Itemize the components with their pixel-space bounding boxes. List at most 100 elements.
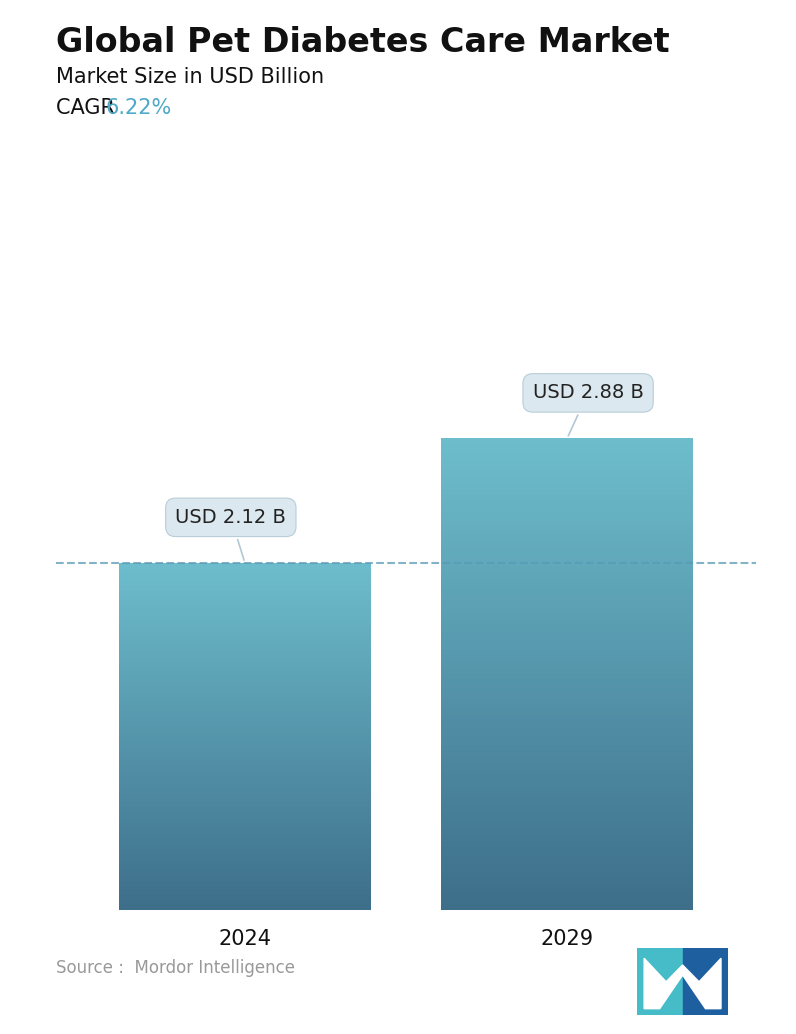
Bar — [119, 710, 371, 712]
Bar — [441, 479, 693, 481]
Bar — [119, 705, 371, 706]
Bar — [119, 735, 371, 736]
Bar — [119, 584, 371, 586]
Bar — [441, 550, 693, 551]
Bar — [441, 484, 693, 486]
Bar — [119, 671, 371, 673]
Bar — [119, 865, 371, 868]
Bar — [119, 795, 371, 796]
Bar — [119, 724, 371, 725]
Bar — [441, 451, 693, 453]
Bar — [441, 799, 693, 801]
Bar — [119, 900, 371, 901]
Polygon shape — [637, 948, 683, 1015]
Bar — [119, 662, 371, 664]
Bar — [119, 733, 371, 734]
Bar — [119, 617, 371, 618]
Bar — [119, 600, 371, 601]
Bar — [119, 606, 371, 607]
Bar — [441, 781, 693, 783]
Bar — [119, 879, 371, 880]
Bar — [441, 880, 693, 882]
Bar — [119, 651, 371, 653]
Bar — [119, 725, 371, 726]
Bar — [441, 611, 693, 613]
Bar — [119, 688, 371, 689]
Bar — [119, 763, 371, 764]
Bar — [441, 859, 693, 861]
Bar — [441, 472, 693, 473]
Bar — [441, 874, 693, 876]
Bar — [119, 891, 371, 892]
Bar — [441, 883, 693, 885]
Bar — [441, 877, 693, 879]
Bar — [441, 493, 693, 495]
Bar — [441, 801, 693, 803]
Bar — [441, 740, 693, 741]
Bar — [119, 675, 371, 676]
Bar — [119, 646, 371, 647]
Bar — [441, 559, 693, 561]
Bar — [119, 857, 371, 859]
Bar — [441, 894, 693, 895]
Bar — [119, 729, 371, 731]
Bar — [441, 707, 693, 708]
Bar — [441, 653, 693, 656]
Bar — [441, 473, 693, 475]
Bar — [119, 577, 371, 578]
Bar — [441, 564, 693, 566]
Bar — [119, 630, 371, 631]
Bar — [441, 777, 693, 778]
Bar — [441, 816, 693, 817]
Bar — [119, 796, 371, 797]
Bar — [119, 599, 371, 600]
Bar — [119, 761, 371, 762]
Bar — [441, 488, 693, 490]
Bar — [441, 674, 693, 676]
Bar — [119, 863, 371, 864]
Bar — [119, 661, 371, 663]
Bar — [119, 736, 371, 737]
Bar — [441, 542, 693, 544]
Bar — [441, 886, 693, 888]
Bar — [119, 738, 371, 740]
Bar — [441, 832, 693, 834]
Bar — [119, 633, 371, 635]
Bar — [441, 526, 693, 528]
Bar — [119, 587, 371, 588]
Bar — [441, 846, 693, 847]
Bar — [441, 784, 693, 786]
Bar — [441, 862, 693, 864]
Bar — [119, 609, 371, 610]
Bar — [119, 691, 371, 693]
Bar — [441, 898, 693, 899]
Bar — [441, 708, 693, 710]
Bar — [119, 772, 371, 773]
Bar — [119, 624, 371, 626]
Bar — [119, 635, 371, 636]
Bar — [441, 808, 693, 810]
Bar — [441, 744, 693, 747]
Bar — [119, 788, 371, 790]
Bar — [441, 475, 693, 476]
Bar — [441, 789, 693, 790]
Bar — [119, 777, 371, 778]
Bar — [441, 757, 693, 759]
Bar — [441, 735, 693, 737]
Bar — [119, 578, 371, 579]
Bar — [119, 757, 371, 758]
Bar — [119, 875, 371, 877]
Bar — [441, 544, 693, 545]
Bar — [119, 627, 371, 628]
Bar — [441, 668, 693, 669]
Bar — [119, 861, 371, 862]
Bar — [441, 492, 693, 493]
Bar — [119, 601, 371, 602]
Bar — [119, 740, 371, 742]
Bar — [441, 512, 693, 514]
Bar — [441, 577, 693, 578]
Bar — [119, 827, 371, 829]
Bar — [441, 605, 693, 607]
Bar — [441, 810, 693, 811]
Bar — [119, 864, 371, 865]
